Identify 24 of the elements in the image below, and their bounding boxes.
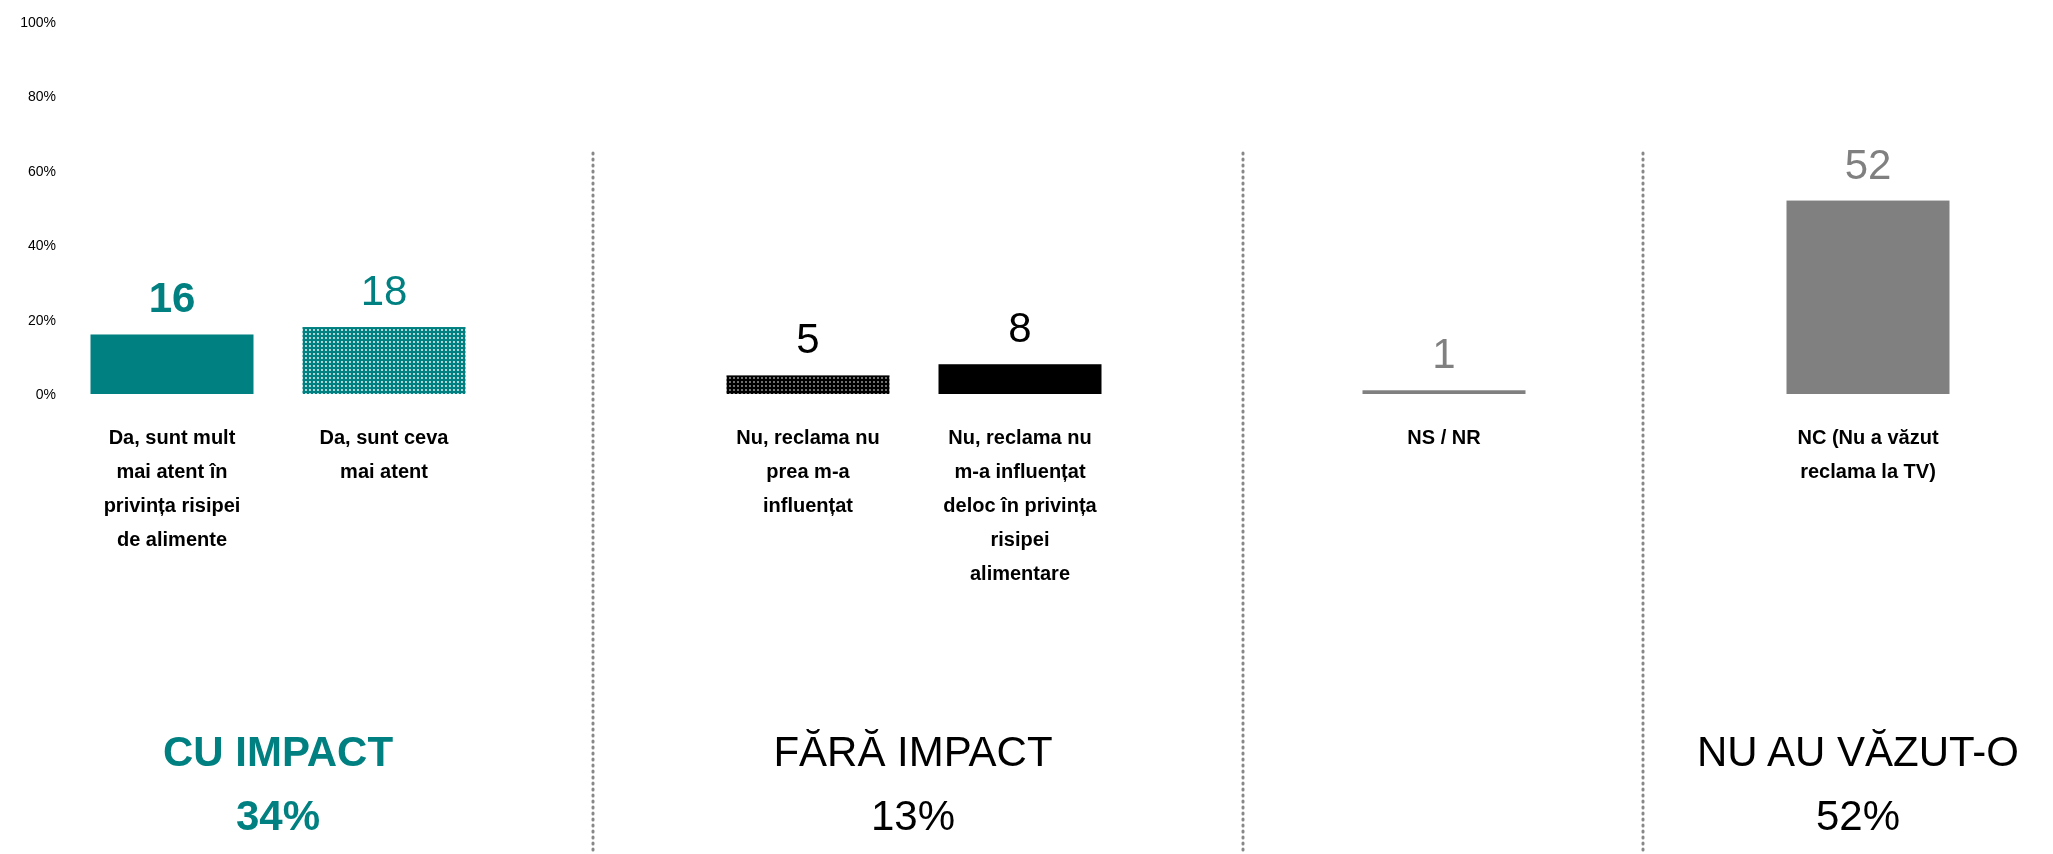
data-label: 5 (796, 315, 820, 363)
text: 34% (235, 792, 321, 839)
data-label: 18 (360, 267, 408, 315)
text: 52% (1815, 792, 1901, 839)
y-tick-label: 40% (27, 237, 56, 254)
y-tick-label: 20% (27, 311, 56, 328)
y-tick-label: 60% (27, 162, 56, 179)
x-tick-label: Da, sunt mult mai atent în privința risipei de alimente (103, 426, 241, 550)
text: CU IMPACT (162, 728, 394, 775)
x-tick-label: Da, sunt ceva mai atent (319, 426, 450, 482)
y-tick-label: 80% (27, 88, 56, 105)
text: 13% (870, 792, 956, 839)
y-tick-label: 100% (20, 13, 56, 30)
y-tick-label: 0% (35, 385, 56, 402)
data-label: 1 (1432, 330, 1456, 378)
x-tick-label: Nu, reclama nu m-a influențat deloc în privința risipei alimentare (943, 426, 1098, 584)
x-tick-label: NS / NR (1407, 426, 1482, 448)
data-label: 8 (1008, 304, 1032, 352)
x-tick-label: Nu, reclama nu prea m-a influențat (736, 426, 880, 516)
text: NU AU VĂZUT-O (1696, 728, 2020, 775)
data-label: 16 (148, 274, 196, 322)
data-label: 52 (1844, 140, 1892, 188)
x-tick-label: NC (Nu a văzut reclama la TV) (1797, 426, 1939, 482)
text: FĂRĂ IMPACT (773, 728, 1053, 775)
